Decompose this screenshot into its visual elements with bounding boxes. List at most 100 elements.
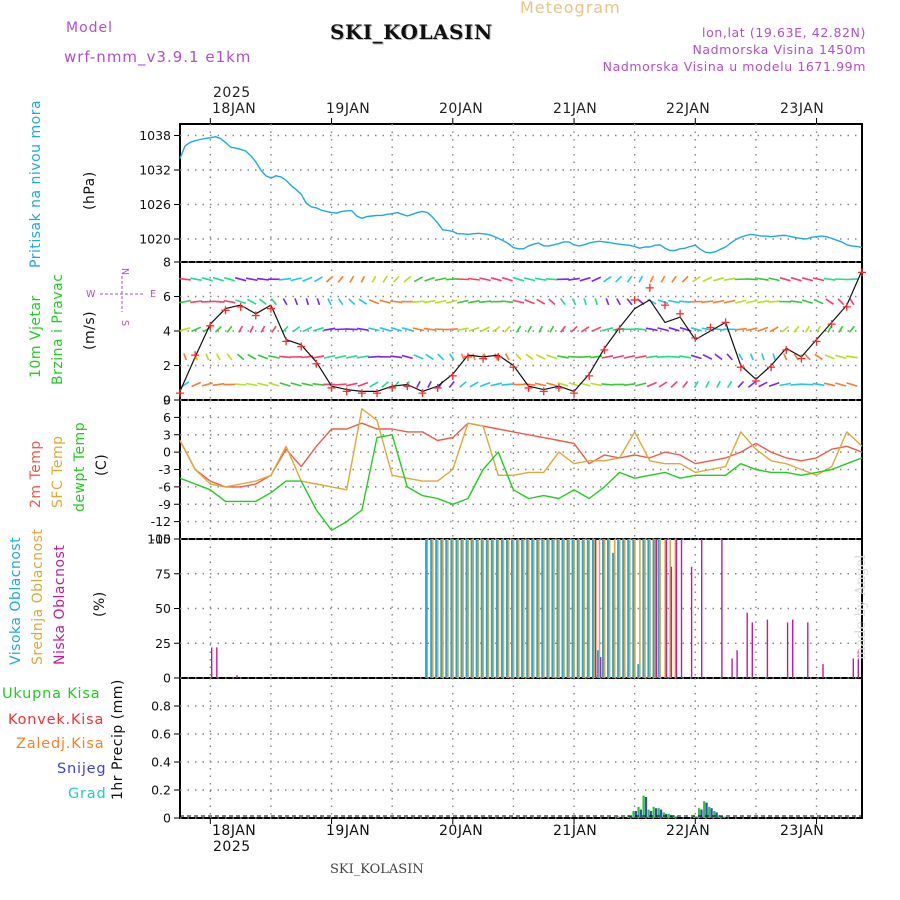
- y-tick-label: 1026: [139, 197, 171, 212]
- wind-barb: [301, 382, 314, 387]
- wind-barb: [468, 277, 480, 281]
- wind-gust-marker: [297, 342, 306, 351]
- wind-barb: [612, 354, 625, 359]
- wind-barb: [515, 325, 522, 333]
- wind-barb: [279, 277, 292, 281]
- wind-barb: [568, 355, 581, 358]
- y-tick-label: 0.6: [151, 727, 171, 742]
- compass-n: N: [119, 268, 130, 275]
- wind-barb: [427, 380, 432, 388]
- wind-barb: [437, 353, 445, 361]
- wind-barb: [705, 380, 710, 389]
- y-tick-label: 6: [163, 289, 171, 304]
- wind-barb: [757, 277, 769, 281]
- wind-barb: [413, 276, 424, 283]
- precip-series-2: [629, 797, 723, 818]
- wind-barb: [346, 382, 358, 387]
- wind-barb: [190, 300, 203, 304]
- wind-gust-marker: [660, 301, 669, 310]
- wind-gust-marker: [615, 325, 624, 334]
- wind-barb: [747, 381, 756, 388]
- wind-barb: [779, 382, 792, 387]
- chart-root: 1020 1026 1032 1038 0 2 4 6 8 9 6 3 0 -3 -6 -9 -12 -15 0 25…: [86, 118, 866, 826]
- wind-barb: [457, 327, 469, 332]
- wind-barb: [660, 275, 666, 283]
- wind-barb: [570, 325, 578, 333]
- wind-barb: [738, 353, 744, 361]
- wind-barb: [626, 275, 633, 283]
- wind-gust-marker: [570, 389, 579, 398]
- wind-gust-marker: [479, 354, 488, 363]
- wind-barb: [368, 298, 380, 305]
- y-tick-label: 1020: [139, 232, 171, 247]
- wind-barb: [693, 380, 699, 388]
- cloud-series-2: [431, 539, 677, 678]
- wind-barb: [645, 327, 658, 332]
- temp-line-3: [179, 434, 863, 531]
- temp-line-2: [179, 408, 863, 491]
- wind-barb: [245, 277, 258, 282]
- wind-barb: [379, 327, 391, 332]
- wind-barb: [357, 381, 369, 388]
- wind-barb: [713, 276, 725, 282]
- wind-barb: [590, 382, 603, 387]
- wind-barb: [790, 383, 803, 386]
- wind-barb: [690, 327, 702, 332]
- wind-barb: [469, 381, 479, 388]
- wind-barb: [845, 278, 858, 281]
- wind-barb: [545, 278, 558, 281]
- wind-barb: [649, 275, 655, 283]
- wind-barb: [594, 298, 599, 306]
- wind-barb: [292, 325, 301, 333]
- wind-barb: [534, 382, 547, 387]
- y-tick-label: -9: [159, 497, 172, 512]
- wind-barb: [345, 328, 358, 331]
- wind-barb: [825, 298, 834, 305]
- wind-barb: [681, 275, 689, 283]
- wind-barb: [536, 298, 546, 305]
- wind-barb: [412, 300, 425, 303]
- wind-barb: [645, 355, 658, 359]
- wind-barb: [690, 354, 702, 360]
- compass-w: W: [86, 289, 96, 300]
- wind-barb: [279, 382, 291, 387]
- wind-barb: [657, 327, 669, 332]
- wind-barb: [313, 276, 323, 283]
- wind-barb: [457, 299, 469, 304]
- wind-barb: [781, 325, 790, 333]
- y-tick-label: 100: [147, 532, 171, 547]
- wind-barb: [515, 353, 522, 361]
- wind-barb: [638, 275, 644, 283]
- wind-gust-marker: [797, 354, 806, 363]
- wind-barb: [260, 325, 266, 333]
- wind-barb: [657, 299, 669, 305]
- wind-gust-marker: [403, 382, 412, 391]
- wind-barb: [501, 383, 514, 386]
- wind-barb: [716, 380, 721, 388]
- wind-barb: [305, 298, 310, 306]
- wind-barb: [479, 277, 491, 282]
- precip-y-axis: 0 0.2 0.4 0.6 0.8: [151, 699, 862, 826]
- wind-barb: [459, 381, 467, 388]
- wind-barb: [772, 353, 776, 361]
- wind-barb: [769, 326, 779, 333]
- wind-barb: [334, 328, 347, 331]
- y-tick-label: 6: [163, 410, 171, 425]
- wind-barb: [746, 327, 758, 332]
- wind-barb: [205, 353, 210, 361]
- wind-gust-marker: [494, 352, 503, 361]
- wind-gust-marker: [357, 389, 366, 398]
- wind-barb: [424, 276, 435, 282]
- wind-barb: [812, 277, 825, 282]
- y-tick-label: 0.2: [151, 783, 171, 798]
- y-tick-label: 8: [163, 255, 171, 270]
- wind-barb: [312, 326, 324, 332]
- wind-barb: [790, 300, 803, 304]
- wind-barb: [735, 299, 747, 304]
- wind-barb: [179, 299, 191, 304]
- wind-gust-marker: [600, 345, 609, 354]
- wind-barb: [492, 325, 501, 333]
- wind-barb: [416, 380, 421, 388]
- wind-gust-marker: [585, 371, 594, 380]
